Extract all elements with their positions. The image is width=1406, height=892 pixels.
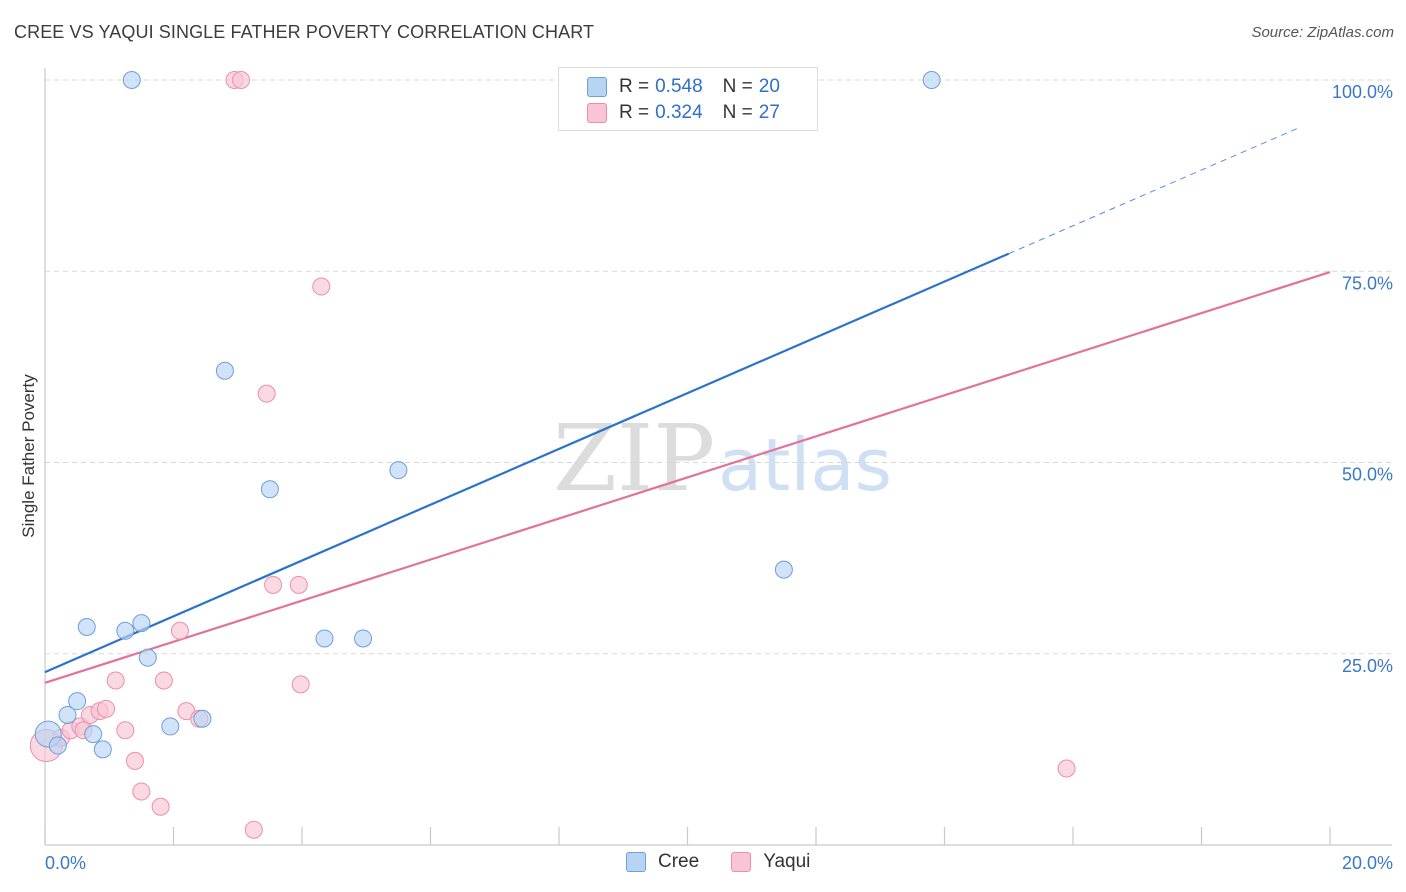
y-tick-label: 25.0% <box>1342 656 1393 676</box>
yaqui-point <box>170 621 189 640</box>
cree-point <box>193 709 212 728</box>
yaqui-point <box>132 782 151 801</box>
cree-point <box>315 629 334 648</box>
yaqui-point <box>125 751 144 770</box>
legend-swatch-yaqui <box>587 103 607 123</box>
y-tick-label: 75.0% <box>1342 273 1393 293</box>
cree-point <box>138 648 157 667</box>
yaqui-point <box>264 575 283 594</box>
yaqui-point <box>116 721 135 740</box>
cree-point <box>354 629 373 648</box>
yaqui-point <box>244 820 263 839</box>
legend-n-value: 20 <box>758 76 780 97</box>
cree-point <box>774 560 793 579</box>
legend-n-label: N = <box>722 76 753 97</box>
legend-r-label: R = <box>619 76 650 97</box>
legend-row-yaqui: R = 0.324 N = 27 <box>587 101 780 125</box>
series-legend-yaqui[interactable]: Yaqui <box>731 851 810 873</box>
legend-r-value: 0.548 <box>655 76 703 97</box>
legend-swatch-cree <box>587 77 607 97</box>
x-tick-label: 0.0% <box>45 853 86 873</box>
legend-r-label: R = <box>619 102 650 123</box>
source-label: Source: ZipAtlas.com <box>1251 24 1394 41</box>
legend-swatch-cree <box>626 852 646 872</box>
yaqui-point <box>257 384 276 403</box>
cree-point <box>84 725 103 744</box>
x-tick-label: 20.0% <box>1342 853 1393 873</box>
yaqui-point <box>291 675 310 694</box>
chart-title: CREE VS YAQUI SINGLE FATHER POVERTY CORR… <box>14 22 595 42</box>
cree-point <box>260 480 279 499</box>
yaqui-point <box>312 277 331 296</box>
legend-r-value: 0.324 <box>655 102 703 123</box>
yaqui-point <box>151 797 170 816</box>
cree-trend-extension <box>1008 127 1299 255</box>
yaqui-point <box>97 699 116 718</box>
cree-point <box>68 692 87 711</box>
cree-point <box>132 614 151 633</box>
cree-point <box>215 361 234 380</box>
cree-trend-line <box>44 252 1010 674</box>
yaqui-trend-line <box>44 270 1331 684</box>
legend-n-value: 27 <box>758 102 780 123</box>
legend-n-label: N = <box>722 102 753 123</box>
series-legend: Cree Yaqui <box>626 851 842 873</box>
series-legend-label: Cree <box>658 851 700 872</box>
cree-point <box>77 617 96 636</box>
legend-row-cree: R = 0.548 N = 20 <box>587 75 780 99</box>
cree-point <box>122 71 141 89</box>
yaqui-point <box>154 671 173 690</box>
cree-point <box>58 705 77 724</box>
cree-point <box>161 717 180 736</box>
yaqui-point <box>1057 759 1076 778</box>
correlation-legend: R = 0.548 N = 20 R = 0.324 N = 27 <box>558 67 818 131</box>
cree-point <box>48 736 67 755</box>
yaqui-point <box>289 575 308 594</box>
cree-point <box>93 740 112 759</box>
yaqui-point <box>106 671 125 690</box>
series-legend-cree[interactable]: Cree <box>626 851 699 873</box>
cree-point <box>116 621 135 640</box>
legend-swatch-yaqui <box>731 852 752 872</box>
cree-point <box>922 71 941 89</box>
yaqui-point <box>231 71 250 89</box>
watermark-atlas: atlas <box>718 423 892 507</box>
series-legend-label: Yaqui <box>763 851 811 872</box>
y-tick-label: 50.0% <box>1342 465 1393 485</box>
y-tick-label: 100.0% <box>1332 82 1393 102</box>
watermark-zip: ZIP <box>553 405 715 512</box>
cree-point <box>389 461 408 480</box>
